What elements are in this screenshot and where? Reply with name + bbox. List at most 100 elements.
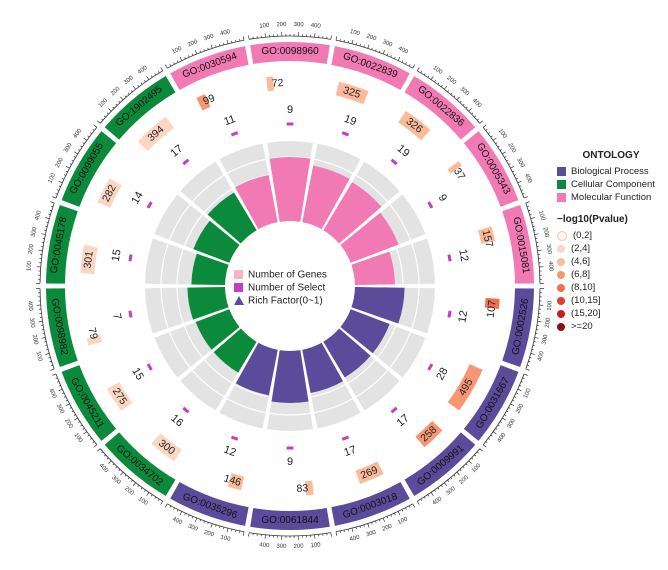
- select-label: 17: [342, 444, 358, 459]
- pvalue-label: (8,10]: [571, 282, 596, 293]
- axis-tick: [130, 90, 133, 93]
- axis-tick: [215, 524, 217, 527]
- axis-tick-label: 200: [28, 243, 35, 254]
- axis-tick: [437, 487, 440, 490]
- axis-tick-label: 100: [471, 462, 483, 474]
- axis-tick: [423, 496, 426, 499]
- axis-tick: [157, 71, 160, 74]
- axis-tick: [351, 39, 354, 44]
- pvalue-label: (4,6]: [571, 256, 591, 267]
- axis-tick: [41, 337, 46, 339]
- axis-tick: [144, 80, 146, 83]
- gene-box: [266, 76, 275, 92]
- axis-tick: [430, 76, 434, 80]
- axis-tick: [482, 124, 487, 128]
- axis-tick-label: 300: [545, 244, 552, 255]
- grid-line: [183, 214, 203, 246]
- axis-tick: [103, 115, 106, 118]
- pvalue-bin: (6,8]: [557, 268, 665, 281]
- axis-tick: [118, 100, 121, 103]
- select-tick: [230, 435, 239, 441]
- axis-tick: [191, 53, 194, 56]
- bp-swatch: [557, 167, 566, 176]
- axis-tick: [456, 96, 460, 101]
- axis-tick: [118, 469, 121, 472]
- axis-tick-label: 100: [47, 172, 57, 184]
- axis-tick: [510, 165, 515, 169]
- rich-factor-bar: [340, 212, 399, 263]
- axis-tick: [412, 503, 415, 508]
- axis-tick: [462, 103, 465, 106]
- axis-tick: [488, 437, 491, 440]
- axis-tick: [127, 477, 130, 480]
- axis-tick: [69, 163, 72, 165]
- axis-tick-label: 100: [431, 65, 443, 76]
- axis-tick-label: 100: [523, 387, 533, 399]
- axis-tick: [38, 320, 43, 323]
- axis-tick-label: 300: [110, 475, 122, 487]
- gene-box: [477, 226, 496, 244]
- axis-tick: [184, 512, 186, 516]
- ontology-band: [331, 482, 410, 526]
- gene-box: [196, 94, 211, 111]
- axis-tick: [50, 201, 55, 204]
- axis-tick: [515, 177, 518, 180]
- select-tick: [128, 254, 133, 262]
- axis-tick: [523, 196, 528, 199]
- axis-tick: [49, 209, 52, 212]
- axis-tick-label: 300: [276, 544, 287, 550]
- axis-tick: [57, 189, 60, 191]
- pvalue-dot: [557, 322, 565, 331]
- axis-tick: [169, 64, 172, 67]
- axis-tick: [73, 414, 76, 416]
- axis-tick-label: 200: [276, 22, 287, 28]
- grid-line: [314, 398, 354, 414]
- rich-factor-bar: [213, 328, 257, 373]
- axis-tick: [73, 156, 76, 158]
- axis-tick: [497, 424, 500, 427]
- axis-tick: [416, 67, 420, 71]
- axis-tick: [401, 509, 404, 512]
- axis-tick-label: 100: [537, 210, 546, 222]
- axis-tick-label: 300: [63, 142, 74, 154]
- gene-box: [97, 178, 122, 208]
- axis-tick: [191, 516, 194, 519]
- axis-tick: [495, 428, 498, 430]
- rich-factor-bar: [195, 309, 240, 350]
- axis-tick: [434, 489, 436, 492]
- axis-tick-label: 100: [397, 516, 409, 526]
- axis-tick: [401, 60, 404, 63]
- ontology-band: [404, 75, 476, 140]
- center-legend-key: [234, 296, 244, 305]
- axis-tick-label: 200: [55, 157, 65, 169]
- axis-tick: [219, 525, 221, 529]
- axis-tick-label: 300: [459, 86, 471, 98]
- gene-box: [398, 110, 431, 141]
- axis-arc: [55, 127, 98, 199]
- ontology-legend-title: ONTOLOGY: [582, 150, 640, 161]
- axis-tick: [207, 47, 209, 50]
- axis-tick: [514, 174, 517, 176]
- axis-tick: [527, 205, 530, 208]
- axis-tick-label: 300: [293, 22, 304, 28]
- axis-tick: [440, 484, 443, 487]
- axis-tick: [397, 56, 401, 61]
- axis-tick-label: 400: [259, 542, 270, 549]
- ontology-band: [502, 288, 534, 368]
- gene-box: [447, 161, 463, 174]
- axis-tick: [179, 511, 183, 516]
- rich-factor-bar: [207, 192, 257, 244]
- pvalue-label: (15,20]: [571, 308, 601, 319]
- rich-factor-bar: [269, 156, 311, 222]
- axis-tick: [74, 417, 78, 421]
- pvalue-dot: [557, 270, 565, 279]
- axis-tick: [502, 151, 506, 155]
- axis-tick: [519, 185, 522, 187]
- axis-tick-label: 400: [26, 301, 33, 312]
- axis-tick: [46, 349, 49, 351]
- axis-tick-label: 400: [137, 65, 149, 76]
- axis-tick: [46, 221, 49, 223]
- center-legend-label: Number of Select: [248, 283, 325, 294]
- axis-tick: [83, 137, 88, 141]
